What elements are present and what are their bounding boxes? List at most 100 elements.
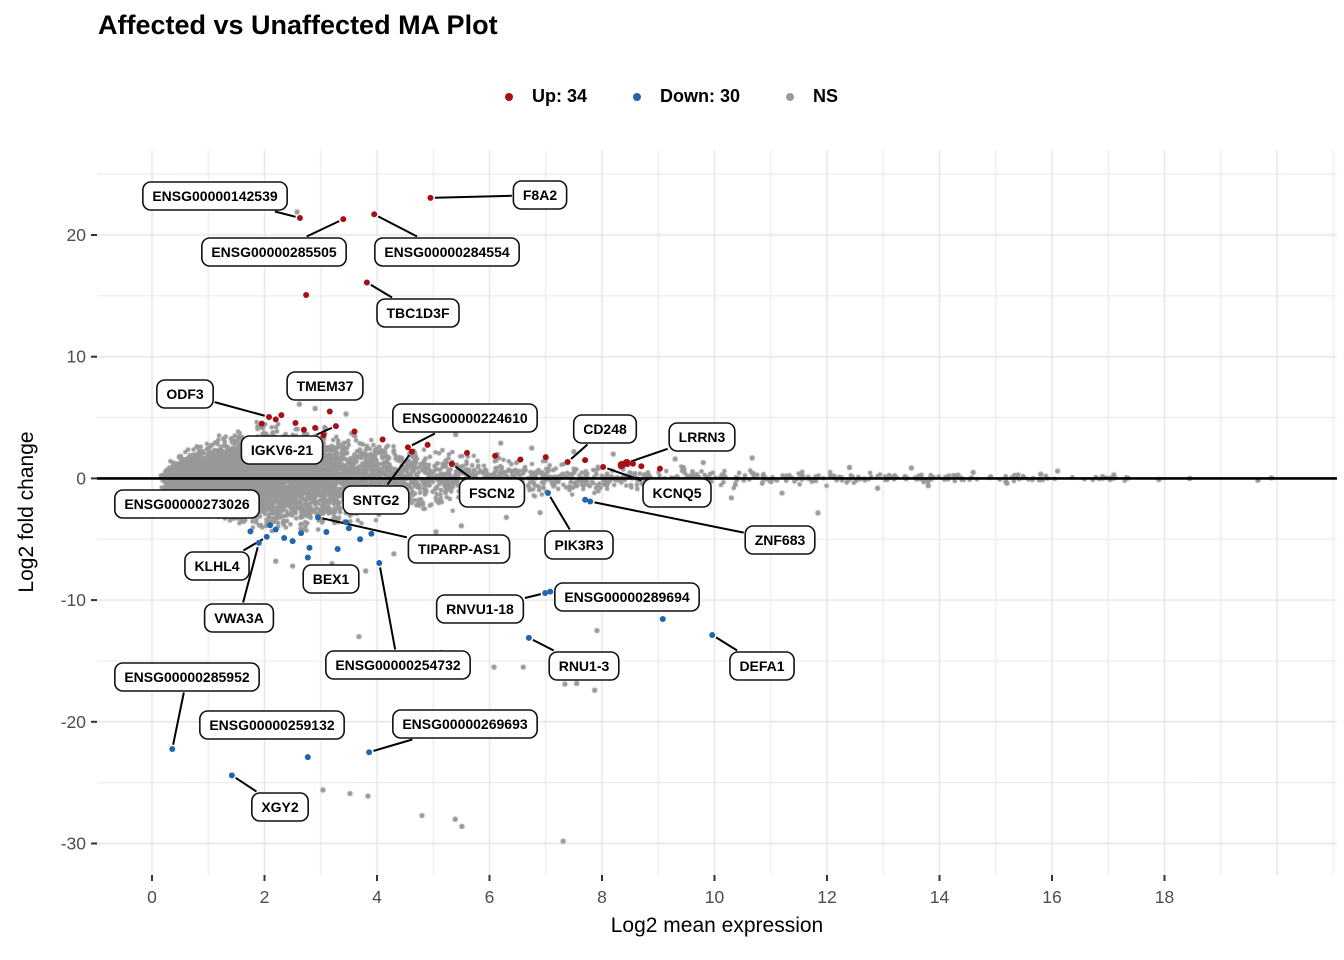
up-gene-point	[278, 412, 285, 419]
y-tick-label: 0	[76, 468, 86, 488]
gene-label-ENSG00000254732: ENSG00000254732	[325, 650, 471, 680]
down-gene-point	[345, 525, 352, 532]
up-gene-point	[582, 457, 589, 464]
down-gene-point	[298, 530, 305, 537]
down-gene-point	[709, 632, 716, 639]
label-leader-line	[306, 220, 340, 238]
gene-label-ENSG00000289694: ENSG00000289694	[554, 582, 700, 612]
label-leader-line	[373, 738, 413, 752]
label-leader-line	[172, 692, 185, 745]
gene-label-F8A2: F8A2	[512, 180, 568, 210]
gene-label-VWA3A: VWA3A	[203, 603, 275, 633]
svg-text:SNTG2: SNTG2	[353, 492, 400, 508]
down-gene-point	[343, 519, 350, 526]
gene-label-ENSG00000273026: ENSG00000273026	[114, 489, 260, 519]
gene-label-LRRN3: LRRN3	[668, 422, 736, 452]
up-gene-point	[464, 449, 470, 456]
down-gene-point	[255, 539, 262, 546]
svg-text:PIK3R3: PIK3R3	[554, 537, 603, 553]
down-gene-point	[289, 538, 296, 545]
gene-label-KCNQ5: KCNQ5	[642, 478, 712, 508]
svg-text:ENSG00000285952: ENSG00000285952	[124, 669, 250, 685]
up-gene-point	[332, 423, 339, 430]
up-gene-point	[351, 428, 358, 435]
svg-text:VWA3A: VWA3A	[214, 610, 264, 626]
down-gene-point	[272, 526, 279, 533]
up-gene-point	[517, 456, 524, 463]
svg-text:ENSG00000284554: ENSG00000284554	[384, 244, 510, 260]
up-gene-point	[629, 460, 636, 467]
label-leader-line	[377, 215, 418, 238]
up-gene-point	[303, 291, 310, 298]
svg-text:XGY2: XGY2	[261, 799, 299, 815]
label-leader-line	[242, 546, 259, 603]
down-gene-point	[376, 559, 383, 566]
svg-text:ENSG00000142539: ENSG00000142539	[152, 188, 278, 204]
down-gene-point	[587, 498, 594, 505]
gene-label-SNTG2: SNTG2	[342, 485, 410, 515]
gene-label-KLHL4: KLHL4	[184, 551, 250, 581]
gene-label-PIK3R3: PIK3R3	[544, 530, 614, 560]
gene-label-TIPARP-AS1: TIPARP-AS1	[407, 534, 511, 564]
label-leader-line	[434, 194, 512, 199]
label-leader-line	[594, 501, 744, 534]
svg-text:KLHL4: KLHL4	[194, 558, 239, 574]
label-leader-line	[524, 593, 542, 599]
up-gene-point	[617, 461, 626, 470]
svg-text:RNVU1-18: RNVU1-18	[446, 601, 514, 617]
up-gene-point	[427, 194, 434, 201]
label-leader-line	[235, 776, 257, 793]
svg-text:LRRN3: LRRN3	[679, 429, 726, 445]
y-tick-label: -10	[61, 590, 87, 610]
label-leader-line	[322, 517, 408, 539]
gene-label-TBC1D3F: TBC1D3F	[376, 298, 460, 328]
down-gene-point	[542, 590, 549, 597]
down-gene-point	[306, 544, 313, 551]
svg-text:ENSG00000224610: ENSG00000224610	[402, 410, 528, 426]
up-gene-point	[258, 420, 265, 427]
gene-label-ENSG00000284554: ENSG00000284554	[374, 237, 520, 267]
x-tick-label: 0	[147, 887, 157, 907]
svg-text:BEX1: BEX1	[313, 571, 350, 587]
up-gene-point	[300, 426, 307, 433]
x-tick-label: 12	[817, 887, 836, 907]
svg-text:ENSG00000254732: ENSG00000254732	[335, 657, 461, 673]
label-leader-line	[532, 638, 555, 652]
x-tick-label: 2	[260, 887, 270, 907]
up-gene-point	[326, 408, 333, 415]
gene-label-ODF3: ODF3	[156, 379, 214, 409]
gene-label-IGKV6-21: IGKV6-21	[240, 435, 324, 465]
svg-text:TMEM37: TMEM37	[297, 378, 354, 394]
label-leader-line	[607, 467, 642, 482]
gene-label-ZNF683: ZNF683	[744, 525, 816, 555]
y-axis-title: Log2 fold change	[15, 431, 38, 593]
svg-text:ENSG00000259132: ENSG00000259132	[209, 717, 335, 733]
down-gene-point	[547, 588, 554, 595]
up-gene-point	[542, 454, 549, 461]
down-gene-point	[366, 749, 373, 756]
up-gene-point	[371, 211, 378, 218]
gene-label-ENSG00000224610: ENSG00000224610	[392, 403, 538, 433]
svg-text:ENSG00000273026: ENSG00000273026	[124, 496, 250, 512]
down-gene-point	[659, 615, 666, 622]
x-tick-label: 10	[705, 887, 725, 907]
svg-text:IGKV6-21: IGKV6-21	[251, 442, 313, 458]
label-leader-line	[214, 401, 265, 417]
gene-label-XGY2: XGY2	[251, 792, 309, 822]
x-tick-label: 14	[930, 887, 950, 907]
gene-label-ENSG00000269693: ENSG00000269693	[392, 709, 538, 739]
label-leader-line	[274, 210, 296, 218]
gene-label-ENSG00000285952: ENSG00000285952	[114, 662, 260, 692]
gene-label-ENSG00000142539: ENSG00000142539	[142, 181, 288, 211]
gene-label-ENSG00000285505: ENSG00000285505	[201, 237, 347, 267]
label-leader-line	[379, 567, 397, 650]
svg-text:TIPARP-AS1: TIPARP-AS1	[418, 541, 500, 557]
down-gene-point	[228, 772, 235, 779]
down-gene-point	[263, 533, 270, 540]
label-leader-line	[630, 447, 668, 463]
x-tick-label: 6	[485, 887, 495, 907]
x-axis-title: Log2 mean expression	[610, 914, 824, 937]
down-gene-point	[169, 746, 176, 753]
x-tick-label: 18	[1155, 887, 1174, 907]
